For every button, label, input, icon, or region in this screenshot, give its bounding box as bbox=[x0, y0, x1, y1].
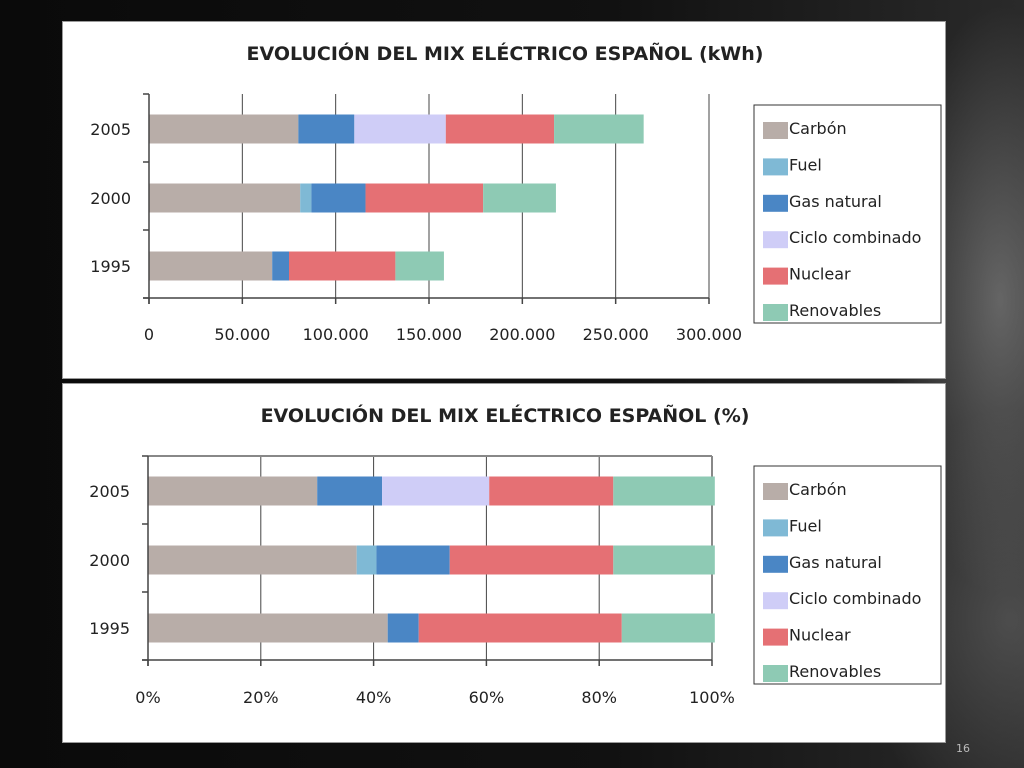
legend-swatch bbox=[763, 483, 788, 500]
chart-kwh: EVOLUCIÓN DEL MIX ELÉCTRICO ESPAÑOL (kWh… bbox=[90, 41, 942, 344]
x-tick-label: 60% bbox=[469, 688, 505, 707]
legend-label: Carbón bbox=[789, 480, 847, 499]
category-label: 2000 bbox=[90, 189, 131, 208]
category-label: 2000 bbox=[89, 551, 130, 570]
legend-swatch bbox=[763, 628, 788, 646]
bar-segment bbox=[483, 183, 556, 213]
legend-swatch bbox=[763, 592, 788, 610]
category-label: 2005 bbox=[89, 482, 130, 501]
bar-segment bbox=[149, 251, 273, 281]
legend-label: Fuel bbox=[789, 155, 822, 174]
legend-label: Gas natural bbox=[789, 553, 882, 572]
bar-segment bbox=[613, 545, 715, 575]
category-label: 1995 bbox=[90, 257, 131, 276]
x-tick-label: 0% bbox=[135, 688, 160, 707]
bar-segment bbox=[148, 476, 318, 506]
bar-segment bbox=[149, 183, 301, 213]
bar-segment bbox=[356, 545, 377, 575]
legend-label: Gas natural bbox=[789, 192, 882, 211]
legend-swatch bbox=[763, 304, 788, 321]
bar-segment bbox=[395, 251, 444, 281]
chart-title: EVOLUCIÓN DEL MIX ELÉCTRICO ESPAÑOL (%) bbox=[261, 403, 750, 427]
legend-label: Ciclo combinado bbox=[789, 228, 921, 247]
category-label: 2005 bbox=[90, 120, 131, 139]
legend-label: Fuel bbox=[789, 516, 822, 535]
legend-box bbox=[753, 465, 942, 685]
chart-percent: EVOLUCIÓN DEL MIX ELÉCTRICO ESPAÑOL (%) 2… bbox=[89, 403, 942, 707]
legend-label: Nuclear bbox=[789, 265, 851, 284]
x-tick-label: 50.000 bbox=[214, 325, 270, 344]
bar-segment bbox=[382, 476, 490, 506]
bar-segment bbox=[613, 476, 715, 506]
legend-swatch bbox=[763, 194, 788, 212]
bar-segment bbox=[554, 114, 644, 144]
bar-segment bbox=[449, 545, 614, 575]
legend-label: Renovables bbox=[789, 662, 881, 681]
bar-segment bbox=[317, 476, 383, 506]
chart-panel-kwh: EVOLUCIÓN DEL MIX ELÉCTRICO ESPAÑOL (kWh… bbox=[62, 21, 946, 379]
bar-segment bbox=[311, 183, 366, 213]
bar-segment bbox=[489, 476, 614, 506]
bar-segment bbox=[387, 613, 419, 643]
legend-label: Carbón bbox=[789, 119, 847, 138]
legend-box bbox=[753, 104, 942, 324]
bar-segment bbox=[354, 114, 446, 144]
bar-segment bbox=[148, 545, 357, 575]
bar-segment bbox=[149, 114, 299, 144]
x-tick-label: 150.000 bbox=[396, 325, 462, 344]
x-tick-label: 40% bbox=[356, 688, 392, 707]
x-tick-label: 250.000 bbox=[583, 325, 649, 344]
x-tick-label: 200.000 bbox=[489, 325, 555, 344]
legend-label: Ciclo combinado bbox=[789, 589, 921, 608]
category-label: 1995 bbox=[89, 619, 130, 638]
legend-swatch bbox=[763, 267, 788, 285]
x-tick-label: 0 bbox=[144, 325, 154, 344]
bar-segment bbox=[148, 613, 388, 643]
bar-segment bbox=[376, 545, 450, 575]
chart-panel-percent: EVOLUCIÓN DEL MIX ELÉCTRICO ESPAÑOL (%) 2… bbox=[62, 383, 946, 743]
bar-segment bbox=[289, 251, 396, 281]
bar-segment bbox=[300, 183, 312, 213]
legend-swatch bbox=[763, 555, 788, 573]
legend-swatch bbox=[763, 519, 788, 537]
page-number: 16 bbox=[956, 742, 970, 755]
bar-segment bbox=[445, 114, 555, 144]
bar-segment bbox=[365, 183, 484, 213]
legend-label: Renovables bbox=[789, 301, 881, 320]
x-tick-label: 100.000 bbox=[303, 325, 369, 344]
chart-title: EVOLUCIÓN DEL MIX ELÉCTRICO ESPAÑOL (kWh… bbox=[247, 41, 764, 65]
bar-segment bbox=[298, 114, 355, 144]
x-tick-label: 300.000 bbox=[676, 325, 742, 344]
x-tick-label: 80% bbox=[581, 688, 617, 707]
bar-segment bbox=[621, 613, 715, 643]
bar-segment bbox=[418, 613, 622, 643]
x-tick-label: 100% bbox=[689, 688, 735, 707]
bar-segment bbox=[272, 251, 289, 281]
x-tick-label: 20% bbox=[243, 688, 279, 707]
legend-swatch bbox=[763, 665, 788, 682]
legend-swatch bbox=[763, 231, 788, 249]
legend-swatch bbox=[763, 122, 788, 139]
legend-label: Nuclear bbox=[789, 626, 851, 645]
legend-swatch bbox=[763, 158, 788, 176]
